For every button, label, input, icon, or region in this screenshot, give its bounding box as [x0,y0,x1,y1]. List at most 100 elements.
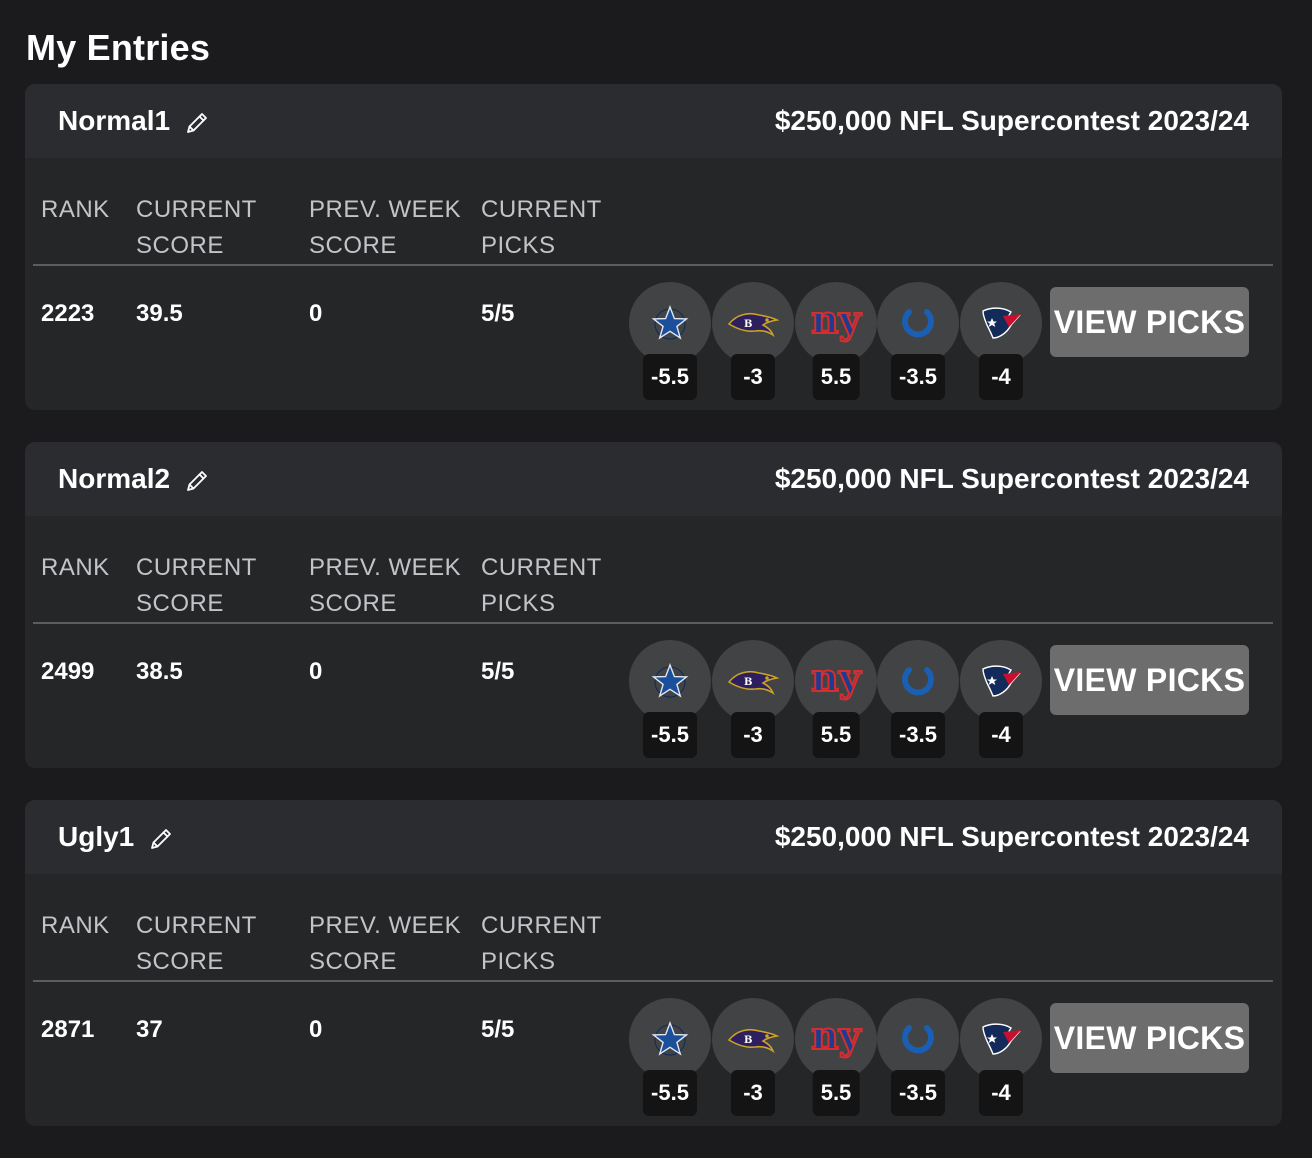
giants-logo-icon: ny [795,282,877,364]
divider [33,264,1273,266]
spread-badge: 5.5 [812,1070,860,1116]
svg-text:ny: ny [811,660,862,700]
svg-text:B: B [744,1035,752,1046]
spread-badge: -3.5 [891,1070,945,1116]
pick-colts[interactable]: -3.5 [877,998,959,1118]
current-picks-column-label: CURRENT PICKS [481,912,602,975]
svg-text:ny: ny [811,1018,862,1058]
divider [33,622,1273,624]
prev-week-score-value: 0 [309,300,323,327]
current-score-value: 38.5 [136,658,183,685]
pick-cowboys[interactable]: -5.5 [629,998,711,1118]
cowboys-logo-icon [629,640,711,722]
rank-column-label: RANK [41,554,110,581]
rank-value: 2499 [41,658,95,685]
rank-column-label: RANK [41,912,110,939]
entry-name-group: Normal1 [58,84,210,158]
entry-card: Ugly1 $250,000 NFL Supercontest 2023/24 … [25,800,1282,1126]
prev-week-score-value: 0 [309,1016,323,1043]
spread-badge: -3.5 [891,712,945,758]
entry-card: Normal1 $250,000 NFL Supercontest 2023/2… [25,84,1282,410]
pick-texans[interactable]: -4 [960,640,1042,760]
texans-logo-icon [960,282,1042,364]
view-picks-button[interactable]: VIEW PICKS [1050,1003,1249,1073]
cowboys-logo-icon [629,998,711,1080]
colts-logo-icon [877,998,959,1080]
spread-badge: -5.5 [643,712,697,758]
entry-header: Normal1 $250,000 NFL Supercontest 2023/2… [25,84,1282,158]
contest-name: $250,000 NFL Supercontest 2023/24 [774,105,1249,136]
entry-name: Ugly1 [58,821,135,852]
colts-logo-icon [877,282,959,364]
spread-badge: -3 [731,1070,775,1116]
pencil-icon[interactable] [148,826,174,852]
entries-list: Normal1 $250,000 NFL Supercontest 2023/2… [25,84,1282,1158]
svg-text:B: B [744,319,752,330]
spread-badge: -4 [979,1070,1023,1116]
pick-ravens[interactable]: B -3 [712,998,794,1118]
current-score-value: 37 [136,1016,163,1043]
current-score-value: 39.5 [136,300,183,327]
entry-header: Normal2 $250,000 NFL Supercontest 2023/2… [25,442,1282,516]
texans-logo-icon [960,998,1042,1080]
current-picks-value: 5/5 [481,300,515,327]
pick-giants[interactable]: ny 5.5 [795,640,877,760]
current-picks-value: 5/5 [481,1016,515,1043]
rank-column-label: RANK [41,196,110,223]
giants-logo-icon: ny [795,998,877,1080]
svg-text:B: B [744,677,752,688]
divider [33,980,1273,982]
spread-badge: -3 [731,712,775,758]
rank-value: 2223 [41,300,95,327]
view-picks-button[interactable]: VIEW PICKS [1050,287,1249,357]
giants-logo-icon: ny [795,640,877,722]
pencil-icon[interactable] [184,468,210,494]
current-picks-column-label: CURRENT PICKS [481,554,602,617]
pick-cowboys[interactable]: -5.5 [629,640,711,760]
colts-logo-icon [877,640,959,722]
rank-value: 2871 [41,1016,95,1043]
pick-giants[interactable]: ny 5.5 [795,282,877,402]
spread-badge: -3.5 [891,354,945,400]
page-title: My Entries [26,27,211,68]
pencil-icon[interactable] [184,110,210,136]
entry-header: Ugly1 $250,000 NFL Supercontest 2023/24 [25,800,1282,874]
svg-text:ny: ny [811,302,862,342]
spread-badge: -4 [979,354,1023,400]
entry-name-group: Normal2 [58,442,210,516]
spread-badge: -5.5 [643,354,697,400]
pick-cowboys[interactable]: -5.5 [629,282,711,402]
current-score-column-label: CURRENT SCORE [136,912,257,975]
entry-name: Normal2 [58,463,171,494]
texans-logo-icon [960,640,1042,722]
spread-badge: 5.5 [812,354,860,400]
entry-name: Normal1 [58,105,171,136]
current-picks-column-label: CURRENT PICKS [481,196,602,259]
prev-week-score-column-label: PREV. WEEK SCORE [309,196,462,259]
entry-name-group: Ugly1 [58,800,174,874]
pick-ravens[interactable]: B -3 [712,282,794,402]
pick-giants[interactable]: ny 5.5 [795,998,877,1118]
entry-card: Normal2 $250,000 NFL Supercontest 2023/2… [25,442,1282,768]
current-score-column-label: CURRENT SCORE [136,554,257,617]
ravens-logo-icon: B [712,640,794,722]
prev-week-score-value: 0 [309,658,323,685]
spread-badge: -4 [979,712,1023,758]
current-score-column-label: CURRENT SCORE [136,196,257,259]
prev-week-score-column-label: PREV. WEEK SCORE [309,554,462,617]
prev-week-score-column-label: PREV. WEEK SCORE [309,912,462,975]
view-picks-button[interactable]: VIEW PICKS [1050,645,1249,715]
pick-colts[interactable]: -3.5 [877,640,959,760]
spread-badge: 5.5 [812,712,860,758]
pick-texans[interactable]: -4 [960,282,1042,402]
ravens-logo-icon: B [712,998,794,1080]
spread-badge: -5.5 [643,1070,697,1116]
pick-texans[interactable]: -4 [960,998,1042,1118]
pick-ravens[interactable]: B -3 [712,640,794,760]
current-picks-value: 5/5 [481,658,515,685]
cowboys-logo-icon [629,282,711,364]
pick-colts[interactable]: -3.5 [877,282,959,402]
contest-name: $250,000 NFL Supercontest 2023/24 [774,821,1249,852]
ravens-logo-icon: B [712,282,794,364]
spread-badge: -3 [731,354,775,400]
